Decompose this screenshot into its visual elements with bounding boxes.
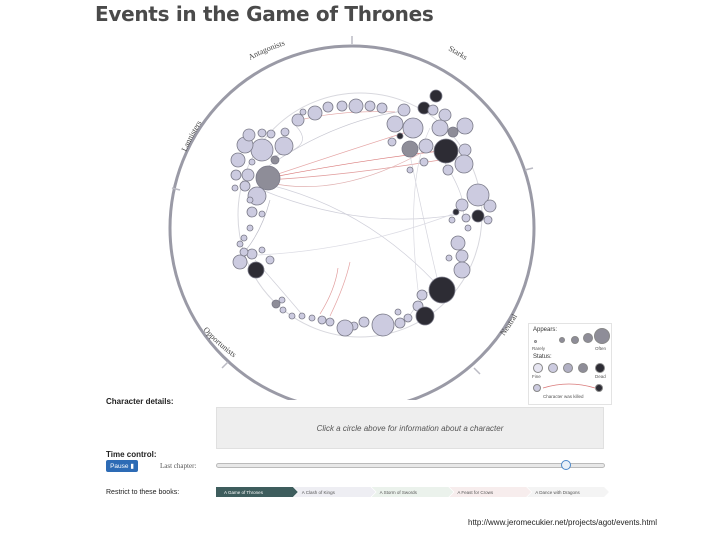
restrict-books-label: Restrict to these books:	[106, 489, 180, 496]
legend-status-dot	[578, 363, 588, 373]
time-control-label: Time control:	[106, 450, 157, 459]
character-ring-diagram: Antagonists Starks Lannisters Neutral Op…	[168, 36, 536, 400]
legend-status-dot	[595, 363, 605, 373]
book-toggle-2[interactable]: A Clash of Kings	[293, 487, 376, 497]
sector-dividers	[171, 36, 534, 375]
legend-appears-min: Rarely	[532, 346, 546, 351]
legend-panel: Appears: Rarely Often Status: Fine Dead …	[528, 323, 612, 405]
legend-status-min: Fine	[532, 374, 541, 379]
legend-status-dot	[548, 363, 558, 373]
pause-button[interactable]: Pause ▮	[106, 460, 138, 472]
book-filter: A Game of Thrones A Clash of Kings A Sto…	[216, 487, 609, 497]
book-toggle-5[interactable]: A Dance with Dragons	[527, 487, 609, 497]
legend-killer-dot	[533, 384, 541, 392]
book-toggle-1[interactable]: A Game of Thrones	[216, 487, 298, 497]
ring-label-neutral: Neutral	[498, 312, 519, 337]
ring-label-starks: Starks	[447, 44, 469, 62]
book-toggle-3[interactable]: A Storm of Swords	[371, 487, 454, 497]
legend-status-dot	[533, 363, 543, 373]
character-details-box: Click a circle above for information abo…	[216, 407, 604, 449]
source-url: http://www.jeromecukier.net/projects/ago…	[468, 518, 657, 527]
legend-size-dot	[534, 340, 537, 343]
legend-killed-label: Character was killed	[543, 394, 584, 399]
book-toggle-4[interactable]: A Feast for Crows	[449, 487, 532, 497]
character-details-placeholder: Click a circle above for information abo…	[316, 423, 504, 433]
character-nodes[interactable]	[230, 89, 497, 337]
character-details-label: Character details:	[106, 397, 174, 406]
legend-appears-max: Often	[595, 346, 607, 351]
outer-ring	[168, 44, 536, 400]
legend-size-dot	[583, 333, 593, 343]
page-title: Events in the Game of Thrones	[95, 2, 434, 26]
legend-status-max: Dead	[595, 374, 606, 379]
legend-status-label: Status:	[533, 354, 552, 360]
last-chapter-label: Last chapter:	[160, 462, 197, 470]
legend-kill-link	[542, 383, 596, 389]
legend-status-dot	[563, 363, 573, 373]
time-slider-thumb[interactable]	[561, 460, 572, 470]
legend-size-dot	[571, 336, 579, 344]
time-slider-track[interactable]	[216, 463, 605, 468]
legend-size-dot	[559, 337, 565, 343]
legend-size-dot	[594, 328, 610, 344]
ring-label-antagonists: Antagonists	[247, 38, 286, 61]
legend-appears-label: Appears:	[533, 327, 558, 333]
ring-label-lannisters: Lannisters	[180, 119, 204, 153]
legend-victim-dot	[595, 384, 603, 392]
